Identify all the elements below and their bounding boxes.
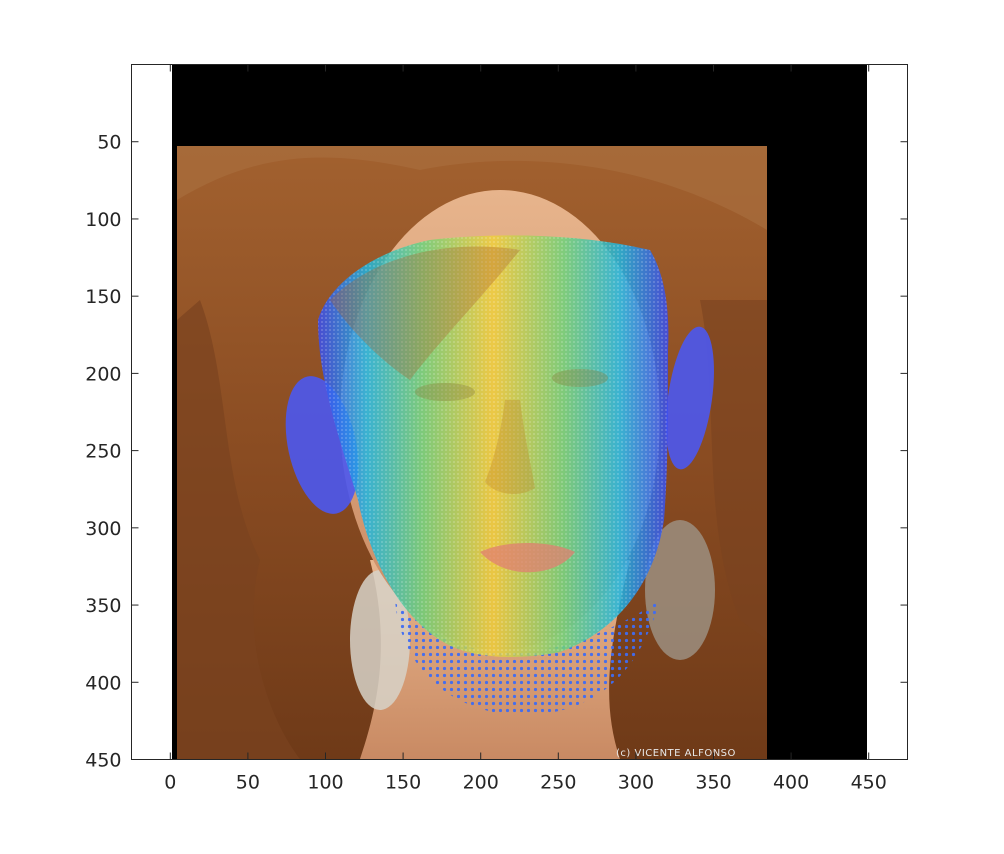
earring-right	[645, 520, 715, 660]
x-tick-label: 350	[695, 772, 731, 794]
lips	[480, 543, 575, 573]
x-tick-label: 450	[851, 772, 887, 794]
x-axis: 0 50 100 150 200 250 300 350 400 450	[164, 64, 887, 794]
y-tick-label: 400	[85, 672, 121, 694]
letterbox-top	[172, 64, 867, 146]
x-tick-label: 200	[463, 772, 499, 794]
y-tick-label: 250	[85, 441, 121, 463]
face-mesh-overlay	[285, 235, 714, 716]
axes-box	[131, 64, 908, 760]
nose	[485, 400, 535, 494]
y-axis: 50 100 150 200 250 300 350 400 450	[85, 132, 908, 772]
ear-mesh-right	[666, 326, 714, 470]
hair-strand	[330, 246, 520, 380]
letterbox-left	[172, 64, 177, 759]
x-tick-label: 50	[236, 772, 260, 794]
x-tick-label: 400	[773, 772, 809, 794]
eye-right	[552, 369, 608, 387]
x-tick-label: 100	[307, 772, 343, 794]
earring-left	[350, 570, 410, 710]
x-tick-label: 0	[164, 772, 176, 794]
y-tick-label: 450	[85, 750, 121, 772]
watermark-text: (c) VICENTE ALFONSO	[616, 748, 736, 759]
letterbox-right	[767, 64, 867, 759]
y-tick-label: 200	[85, 363, 121, 385]
neck-mesh	[395, 600, 660, 716]
x-tick-label: 300	[618, 772, 654, 794]
x-tick-label: 250	[540, 772, 576, 794]
y-tick-label: 100	[85, 209, 121, 231]
eye-left	[415, 383, 475, 401]
y-tick-label: 150	[85, 286, 121, 308]
image-area: (c) VICENTE ALFONSO	[172, 64, 867, 759]
y-tick-label: 50	[97, 132, 121, 154]
y-tick-label: 300	[85, 518, 121, 540]
y-tick-label: 350	[85, 595, 121, 617]
x-tick-label: 150	[385, 772, 421, 794]
